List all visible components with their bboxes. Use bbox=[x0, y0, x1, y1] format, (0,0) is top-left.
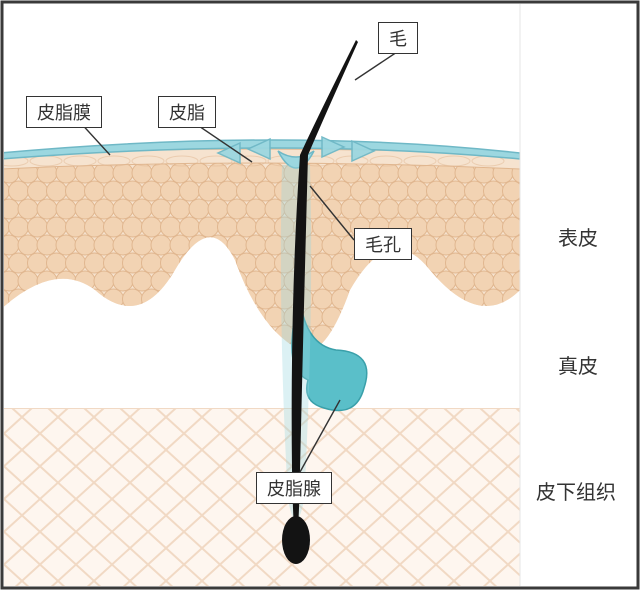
label-sebum-film: 皮脂膜 bbox=[26, 96, 102, 128]
layer-epidermis: 表皮 bbox=[558, 222, 598, 251]
skin-diagram: 毛 皮脂膜 皮脂 毛孔 皮脂腺 表皮 真皮 皮下组织 bbox=[0, 0, 640, 590]
label-hair: 毛 bbox=[378, 22, 418, 54]
label-sebum: 皮脂 bbox=[158, 96, 216, 128]
label-pore: 毛孔 bbox=[354, 228, 412, 260]
layer-dermis: 真皮 bbox=[558, 350, 598, 379]
label-sebaceous-gland: 皮脂腺 bbox=[256, 472, 332, 504]
layer-subcutis: 皮下组织 bbox=[536, 476, 616, 505]
